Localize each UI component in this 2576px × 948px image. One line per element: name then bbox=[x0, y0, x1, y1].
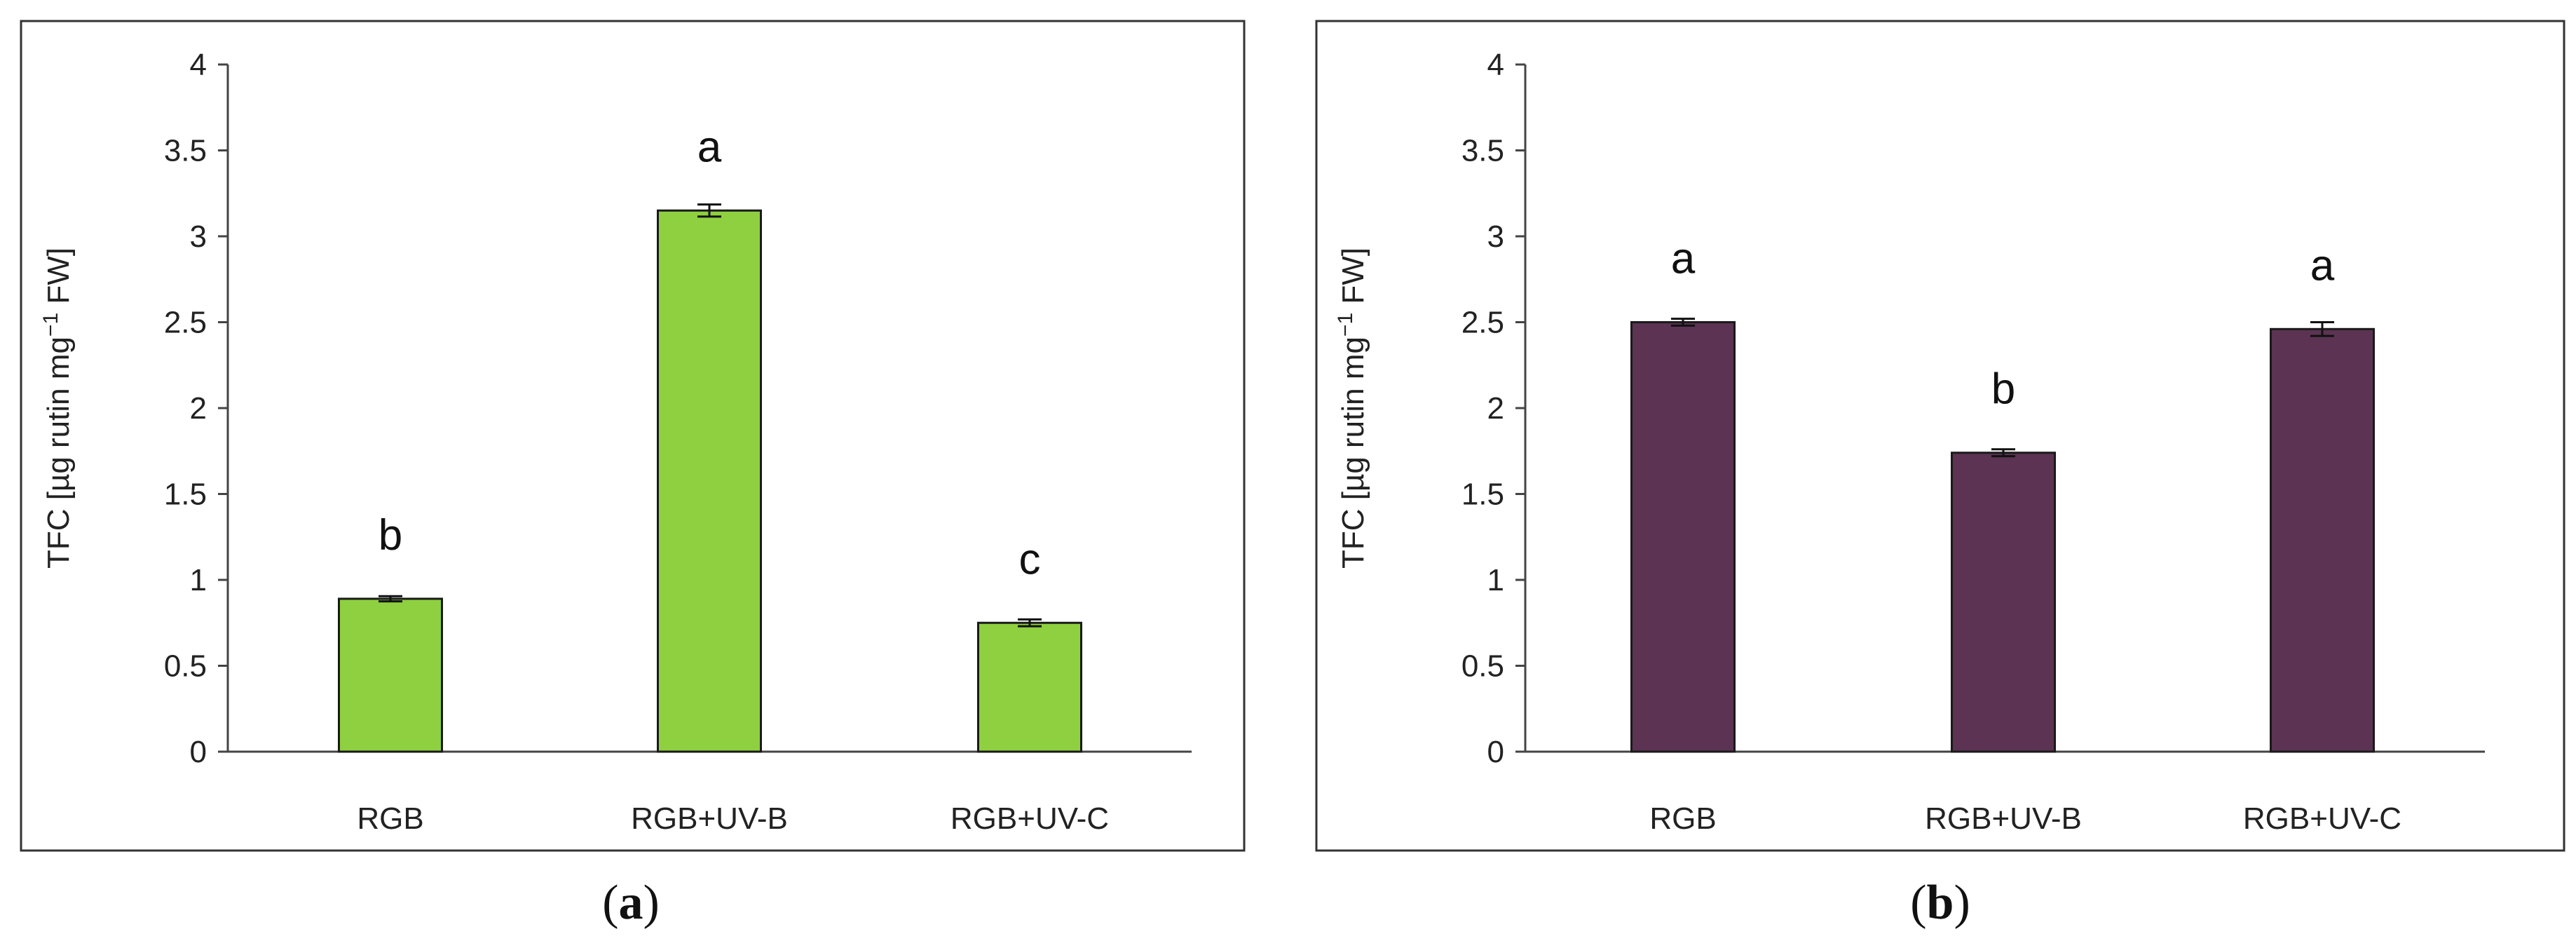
category-label: RGB+UV-C bbox=[950, 801, 1109, 836]
significance-letter: b bbox=[379, 511, 402, 560]
y-tick-label: 4 bbox=[1487, 48, 1504, 82]
y-axis-label: TFC [µg rutin mg−1 FW] bbox=[1334, 248, 1371, 569]
y-axis-label: TFC [µg rutin mg−1 FW] bbox=[39, 248, 76, 569]
bar-3 bbox=[977, 621, 1082, 753]
y-tick-label: 3 bbox=[1487, 219, 1504, 254]
category-label: RGB+UV-B bbox=[1925, 801, 2082, 836]
bar-1 bbox=[1630, 321, 1736, 753]
bar-3 bbox=[2270, 327, 2375, 753]
y-tick-label: 0.5 bbox=[164, 649, 207, 684]
bar-2 bbox=[657, 209, 762, 753]
y-tick-label: 3.5 bbox=[1461, 134, 1504, 168]
y-tick-label: 1 bbox=[1487, 563, 1504, 597]
y-tick-label: 4 bbox=[190, 48, 207, 82]
y-tick-label: 2.5 bbox=[1461, 306, 1504, 340]
y-tick-label: 2.5 bbox=[164, 306, 207, 340]
y-tick-label: 1.5 bbox=[1461, 478, 1504, 512]
y-tick-label: 2 bbox=[190, 391, 207, 426]
y-tick-label: 3 bbox=[190, 219, 207, 254]
y-tick-label: 2 bbox=[1487, 391, 1504, 426]
bar-2 bbox=[1951, 452, 2056, 753]
category-label: RGB bbox=[357, 801, 423, 836]
significance-letter: c bbox=[1019, 535, 1041, 583]
y-tick-label: 1 bbox=[190, 563, 207, 597]
y-tick-label: 1.5 bbox=[164, 478, 207, 512]
significance-letter: a bbox=[1671, 235, 1696, 283]
category-label: RGB+UV-B bbox=[631, 801, 788, 836]
significance-letter: b bbox=[1991, 365, 2015, 414]
significance-letter: a bbox=[2310, 241, 2335, 290]
panel-caption: (a) bbox=[602, 876, 660, 930]
significance-letter: a bbox=[697, 123, 722, 171]
y-tick-label: 0.5 bbox=[1461, 649, 1504, 684]
y-tick-label: 3.5 bbox=[164, 134, 207, 168]
chart-panel-b: 0 0.5 1 1.5 2 2.5 3 3.5 4 TFC [µg rutin mg−1 FW] a… bbox=[1315, 20, 2565, 930]
y-tick-label: 0 bbox=[190, 735, 207, 769]
bar-1 bbox=[338, 597, 443, 753]
panel-caption: (b) bbox=[1910, 876, 1970, 930]
category-label: RGB+UV-C bbox=[2243, 801, 2401, 836]
category-label: RGB bbox=[1649, 801, 1716, 836]
y-tick-label: 0 bbox=[1487, 735, 1504, 769]
chart-panel-a: 0 0.5 1 1.5 2 2.5 3 3.5 4 TFC [µg rutin mg−1 FW] b… bbox=[20, 20, 1246, 930]
